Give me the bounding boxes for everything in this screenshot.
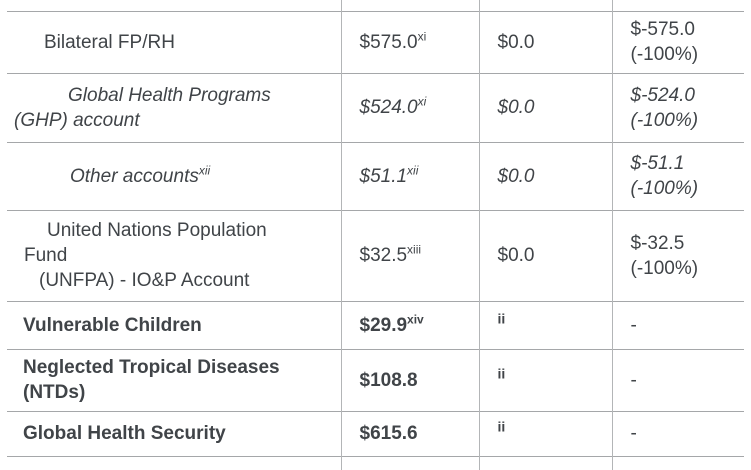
footnote-ref: xii bbox=[407, 163, 419, 178]
amount-cell: $32.5xiii bbox=[340, 209, 479, 301]
label-line: (NTDs) bbox=[23, 382, 86, 403]
change-line: (-100%) bbox=[630, 178, 699, 199]
label-line: Global Health Security bbox=[23, 423, 226, 444]
footnote-ref: ii bbox=[497, 310, 506, 327]
footnote-ref: xii bbox=[198, 163, 211, 178]
amount-value: $108.8 bbox=[359, 369, 418, 391]
change-line: (-100%) bbox=[630, 257, 699, 279]
row-label-cell: Bilateral FP/RH bbox=[7, 10, 341, 73]
partial-row-top bbox=[7, 0, 744, 11]
change-line: $-524.0 bbox=[630, 84, 695, 106]
table-row: Vulnerable Children $29.9xiv ii - bbox=[7, 300, 744, 349]
empty-cell bbox=[340, 455, 479, 470]
label-line: Global Health Programs bbox=[68, 84, 271, 106]
amount-cell: $51.1xii bbox=[340, 141, 479, 210]
label-line: Vulnerable Children bbox=[23, 314, 202, 336]
label-line: (UNFPA) - IO&P Account bbox=[39, 270, 250, 291]
change-cell: $-51.1 (-100%) bbox=[611, 141, 744, 210]
table-row: Global Health Programs (GHP) account $52… bbox=[7, 72, 744, 142]
change-cell: $-524.0 (-100%) bbox=[611, 72, 744, 142]
row-label-cell: United Nations Population Fund (UNFPA) -… bbox=[7, 209, 341, 301]
amount-value: $615.6 bbox=[359, 423, 418, 444]
label-line: Neglected Tropical Diseases bbox=[23, 357, 280, 378]
amount-value: $32.5 bbox=[359, 245, 408, 266]
amount2-cell: ii bbox=[478, 410, 612, 456]
change-cell: $-575.0 (-100%) bbox=[611, 10, 744, 73]
change-line: - bbox=[630, 423, 637, 444]
empty-cell bbox=[478, 455, 612, 470]
amount2-cell: ii bbox=[478, 348, 612, 411]
change-cell: - bbox=[611, 410, 744, 456]
change-line: - bbox=[630, 369, 637, 391]
label-line: (GHP) account bbox=[14, 109, 140, 131]
row-label-cell: Global Health Security bbox=[7, 410, 341, 456]
footnote-ref: xi bbox=[417, 29, 427, 44]
footnote-ref: ii bbox=[497, 365, 506, 382]
label-line: United Nations Population bbox=[47, 220, 267, 241]
empty-cell bbox=[611, 455, 744, 470]
empty-cell bbox=[7, 0, 341, 11]
amount2-cell: $0.0 bbox=[478, 209, 612, 301]
footnote-ref: xi bbox=[417, 94, 427, 109]
table-row: Bilateral FP/RH $575.0xi $0.0 $-575.0 (-… bbox=[7, 10, 744, 73]
amount2-value: $0.0 bbox=[497, 245, 535, 266]
empty-cell bbox=[340, 0, 479, 11]
change-line: $-32.5 bbox=[630, 232, 685, 254]
table-row: Neglected Tropical Diseases (NTDs) $108.… bbox=[7, 348, 744, 411]
amount-cell: $575.0xi bbox=[340, 10, 479, 73]
footnote-ref: xiv bbox=[407, 312, 424, 327]
amount-cell: $108.8 bbox=[340, 348, 479, 411]
amount2-cell: $0.0 bbox=[478, 141, 612, 210]
change-cell: - bbox=[611, 348, 744, 411]
row-label-cell: Neglected Tropical Diseases (NTDs) bbox=[7, 348, 341, 411]
change-cell: - bbox=[611, 300, 744, 349]
label-text: Other accounts bbox=[70, 165, 199, 187]
change-cell: $-32.5 (-100%) bbox=[611, 209, 744, 301]
row-label-cell: Other accountsxii bbox=[7, 141, 341, 210]
amount-value: $524.0 bbox=[359, 97, 418, 118]
label-line: Bilateral FP/RH bbox=[44, 31, 175, 53]
row-label-cell: Vulnerable Children bbox=[7, 300, 341, 349]
amount-cell: $524.0xi bbox=[340, 72, 479, 142]
footnote-ref: xiii bbox=[407, 242, 422, 257]
budget-table: Bilateral FP/RH $575.0xi $0.0 $-575.0 (-… bbox=[7, 0, 744, 470]
amount-cell: $615.6 bbox=[340, 410, 479, 456]
table-row: Other accountsxii $51.1xii $0.0 $-51.1 (… bbox=[7, 141, 744, 210]
amount2-value: $0.0 bbox=[497, 165, 535, 187]
amount2-value: $0.0 bbox=[497, 31, 535, 53]
amount2-cell: $0.0 bbox=[478, 72, 612, 142]
label-line: Other accountsxii bbox=[14, 164, 337, 189]
amount-cell: $29.9xiv bbox=[340, 300, 479, 349]
change-line: $-575.0 bbox=[630, 19, 695, 40]
empty-cell bbox=[478, 0, 612, 11]
label-line: Fund bbox=[24, 245, 68, 266]
partial-row-bottom bbox=[7, 455, 744, 470]
amount2-cell: ii bbox=[478, 300, 612, 349]
change-line: (-100%) bbox=[630, 44, 699, 65]
amount-value: $575.0 bbox=[359, 31, 418, 53]
table-row: Global Health Security $615.6 ii - bbox=[7, 410, 744, 456]
change-line: - bbox=[630, 314, 637, 336]
amount2-value: $0.0 bbox=[497, 97, 535, 118]
footnote-ref: ii bbox=[497, 418, 506, 435]
row-label-cell: Global Health Programs (GHP) account bbox=[7, 72, 341, 142]
change-line: $-51.1 bbox=[630, 153, 685, 174]
empty-cell bbox=[7, 455, 341, 470]
change-line: (-100%) bbox=[630, 109, 699, 131]
amount-value: $29.9 bbox=[359, 314, 408, 336]
empty-cell bbox=[611, 0, 744, 11]
amount2-cell: $0.0 bbox=[478, 10, 612, 73]
table-row: United Nations Population Fund (UNFPA) -… bbox=[7, 209, 744, 301]
amount-value: $51.1 bbox=[359, 165, 408, 187]
